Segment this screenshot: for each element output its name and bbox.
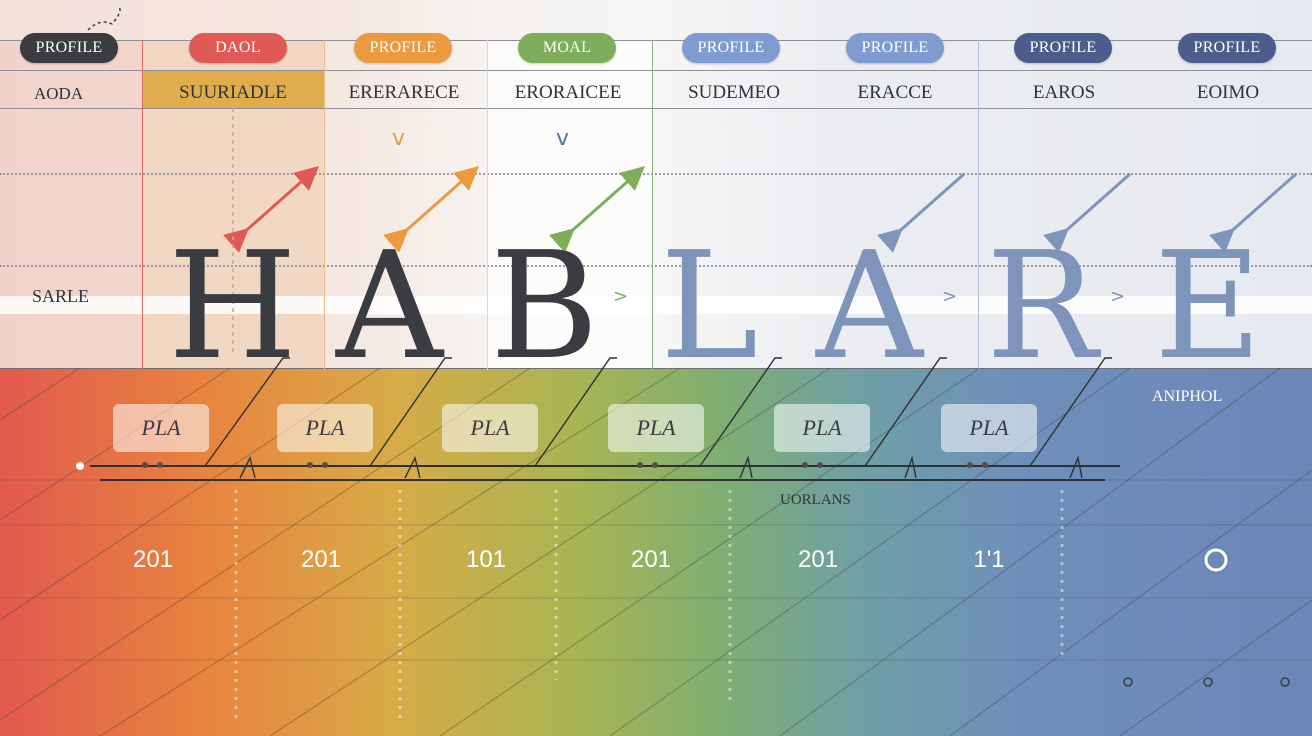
profile-pill[interactable]: DAOL — [189, 33, 287, 63]
grid-line-header — [0, 70, 1312, 71]
chevron-down-icon: v — [556, 126, 570, 151]
profile-pill[interactable]: PROFILE — [682, 33, 780, 63]
timeline-label: UORLANS — [780, 492, 851, 508]
row-label-mid: SARLE — [32, 286, 90, 306]
profile-pill[interactable]: PROFILE — [354, 33, 452, 63]
column-header: ERORAICEE — [514, 82, 622, 103]
year-label: 201 — [797, 546, 839, 573]
column-divider-light — [487, 40, 488, 370]
letter-glyph: A — [336, 220, 443, 392]
grid-line-header-bottom — [0, 108, 1312, 109]
year-label: O — [1166, 546, 1266, 574]
letter-glyph: L — [660, 220, 759, 392]
dotted-guide-lower — [0, 265, 1312, 267]
letter-glyph: R — [986, 220, 1098, 392]
year-label: 1'1 — [973, 546, 1005, 573]
dotted-guide-upper — [0, 173, 1312, 175]
pla-box[interactable]: PLA — [442, 404, 538, 452]
chevron-right-icon: > — [1110, 286, 1126, 307]
year-label: 201 — [300, 546, 342, 573]
year-label: 201 — [132, 546, 174, 573]
profile-pill[interactable]: MOAL — [518, 33, 616, 63]
pla-box[interactable]: PLA — [774, 404, 870, 452]
grid-line-bottom — [0, 368, 1312, 369]
column-header: EOIMO — [1196, 82, 1260, 103]
column-header: SUDEMEO — [688, 82, 780, 103]
letter-glyph: H — [168, 220, 298, 392]
chevron-down-icon: v — [392, 126, 406, 151]
white-stripe — [0, 296, 1312, 314]
profile-pill[interactable]: PROFILE — [1178, 33, 1276, 63]
corner-label: ANIPHOL — [1152, 388, 1223, 405]
chevron-right-icon: > — [613, 286, 629, 307]
profile-pill[interactable]: PROFILE — [20, 33, 118, 63]
profile-pill[interactable]: PROFILE — [846, 33, 944, 63]
letter-glyph: B — [490, 220, 599, 392]
pla-box[interactable]: PLA — [941, 404, 1037, 452]
column-header: ERACCE — [857, 82, 933, 103]
column-divider-blue — [978, 40, 979, 370]
pla-box[interactable]: PLA — [113, 404, 209, 452]
letter-glyph: A — [816, 220, 923, 392]
column-divider-orange — [324, 40, 325, 370]
year-label: 201 — [630, 546, 672, 573]
profile-pill[interactable]: PROFILE — [1014, 33, 1112, 63]
pla-box[interactable]: PLA — [608, 404, 704, 452]
grid-line-top — [0, 40, 1312, 41]
letter-glyph: E — [1154, 220, 1263, 392]
column-divider-red — [142, 40, 143, 370]
row-label-top: AODA — [34, 84, 84, 103]
chevron-right-icon: > — [942, 286, 958, 307]
column-header: ERERARECE — [348, 82, 460, 103]
pla-box[interactable]: PLA — [277, 404, 373, 452]
column-divider-green — [652, 40, 653, 370]
column-header: SUURIADLE — [179, 82, 287, 103]
column-band-red — [0, 40, 142, 370]
header-highlight-amber — [142, 70, 324, 108]
column-header: EAROS — [1032, 82, 1096, 103]
year-label: 101 — [465, 546, 507, 573]
